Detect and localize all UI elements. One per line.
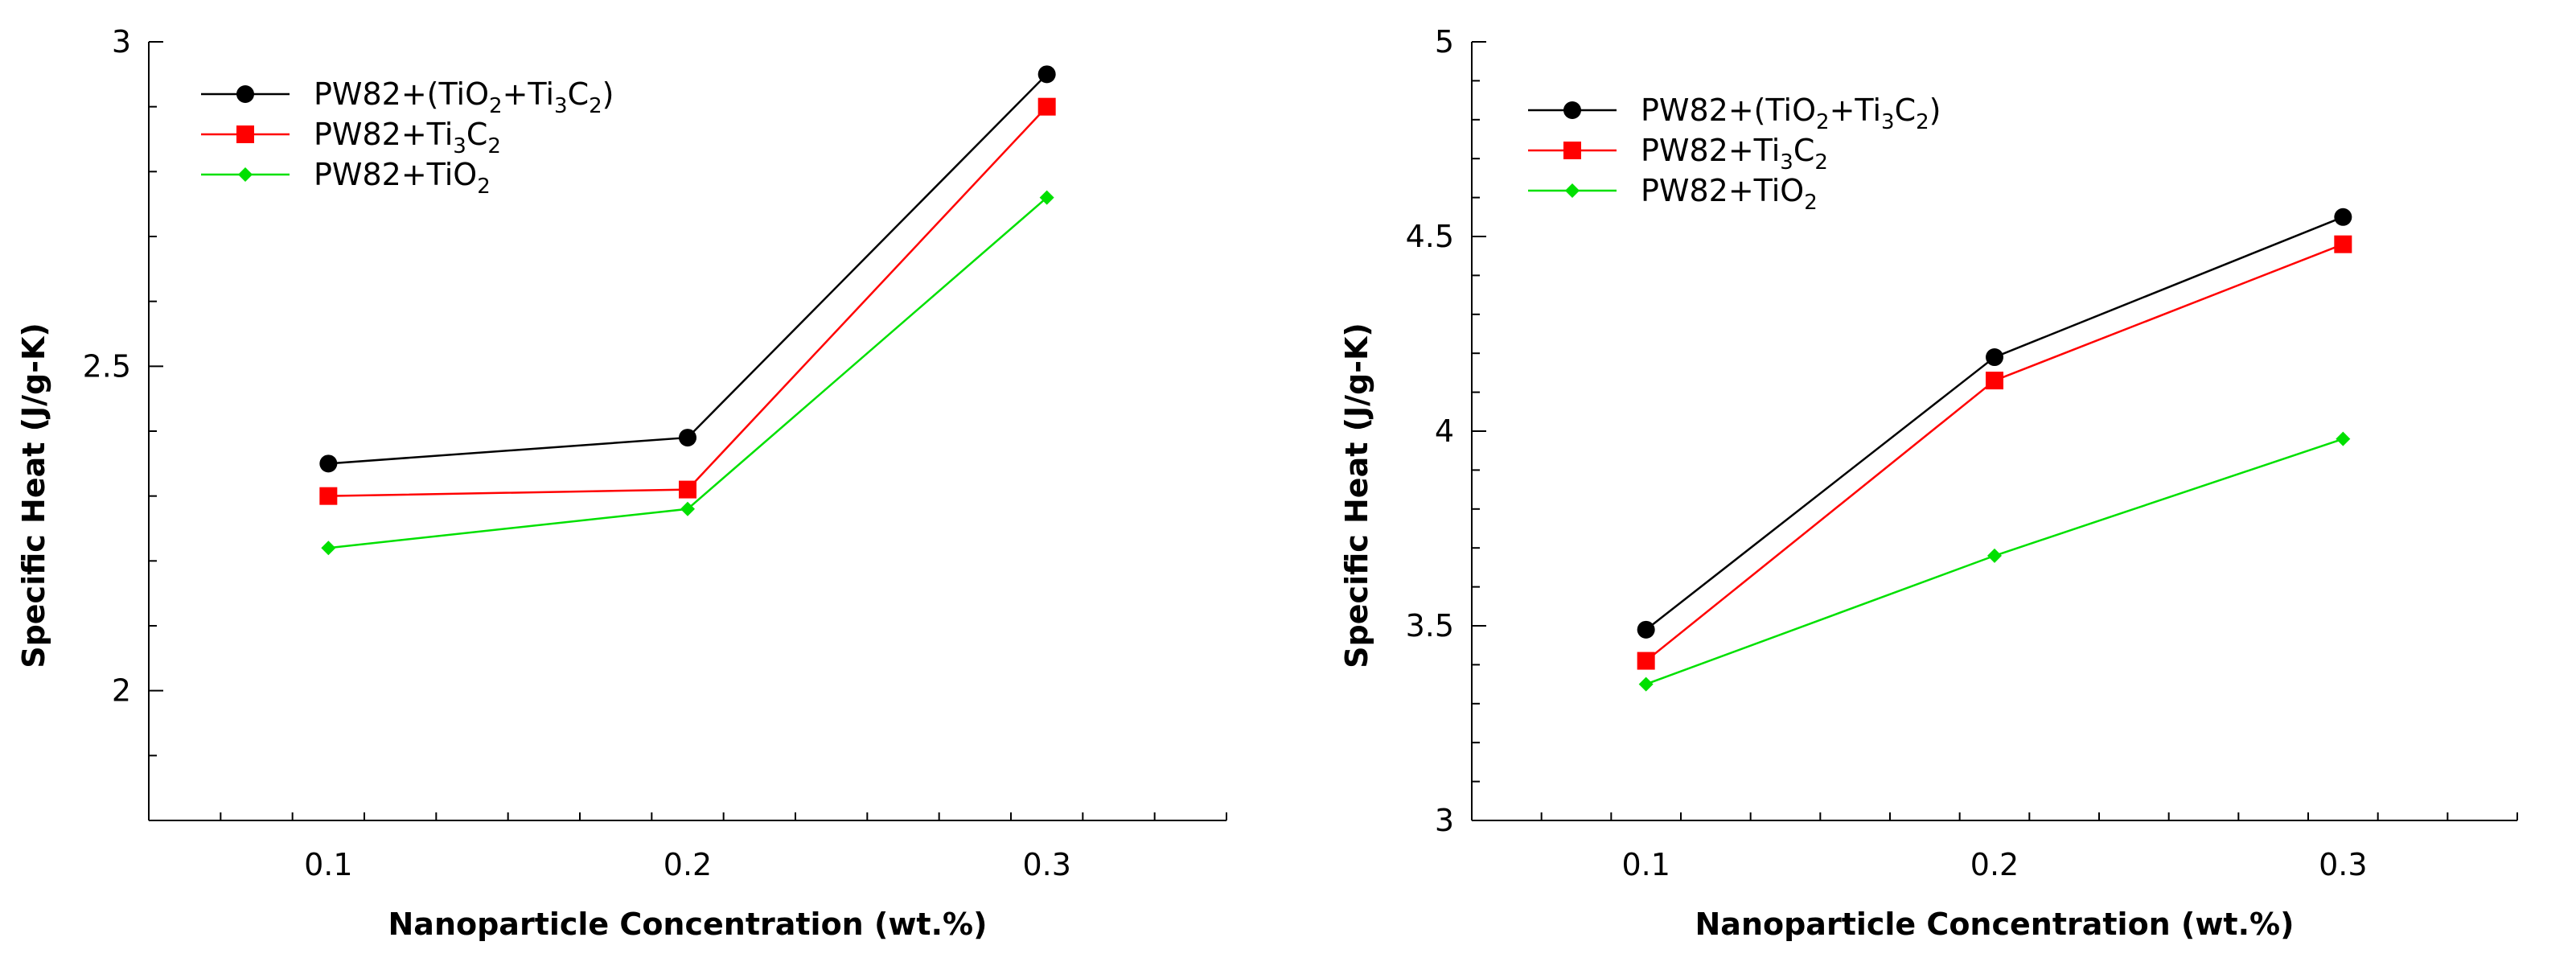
- legend-label-part: +Ti: [503, 76, 554, 112]
- legend-label-part: PW82+TiO: [1641, 173, 1804, 208]
- y-tick-label: 2: [112, 673, 131, 709]
- y-tick-label: 5: [1435, 24, 1454, 60]
- data-point-marker: [319, 487, 338, 505]
- legend-label-part: 2: [1804, 191, 1818, 215]
- series-PW82+TiO2: [1638, 431, 2351, 692]
- legend-label: PW82+(TiO2+Ti3C2): [1641, 93, 1941, 134]
- x-tick-label: 0.1: [304, 847, 352, 882]
- chart-panel-2: 3 3.5 4 4.5 5 0.1 0.2 0.3 Nanoparticle Concentra…: [1339, 24, 2518, 942]
- legend-label-part: 2: [487, 134, 501, 158]
- chart-panel-1: 2 2.5 3 0.1 0.2 0.3 Nanoparticle Concentration…: [16, 24, 1227, 942]
- legend-marker: [236, 125, 254, 143]
- x-axis-title: Nanoparticle Concentration (wt.%): [1695, 907, 2295, 942]
- legend-label-part: 3: [1881, 110, 1895, 134]
- y-tick-label: 2.5: [83, 348, 131, 384]
- legend-label-part: 3: [554, 94, 568, 118]
- legend-label-part: C: [466, 117, 488, 152]
- legend-label-part: 2: [489, 94, 503, 118]
- series-line: [1645, 243, 2344, 662]
- data-point-marker: [1637, 620, 1655, 639]
- legend-label-part: ): [602, 76, 614, 112]
- legend-label-part: 3: [1780, 150, 1793, 175]
- legend-entry: PW82+Ti3C2: [201, 117, 501, 158]
- legend-marker: [236, 85, 254, 103]
- legend-label: PW82+TiO2: [314, 157, 491, 199]
- data-point-marker: [1986, 348, 2003, 367]
- y-tick-label: 4: [1435, 413, 1454, 449]
- data-point-marker: [1037, 97, 1056, 116]
- legend-label-part: 2: [1814, 150, 1828, 175]
- data-point-marker: [1987, 548, 2002, 563]
- y-axis-title: Specific Heat (J/g-K): [16, 323, 51, 668]
- x-tick-label: 0.3: [2319, 847, 2367, 882]
- y-tick-label: 3: [112, 24, 131, 60]
- legend-entry: PW82+(TiO2+Ti3C2): [1528, 93, 1941, 134]
- data-point-marker: [679, 480, 696, 499]
- legend-label-part: PW82+Ti: [1641, 133, 1780, 168]
- legend-label-part: PW82+TiO: [314, 157, 477, 192]
- data-point-marker: [319, 454, 338, 473]
- x-tick-label: 0.3: [1022, 847, 1070, 882]
- legend-label-part: PW82+(TiO: [314, 76, 489, 112]
- series-PW82+Ti3C2: [1637, 235, 2352, 670]
- legend-label: PW82+(TiO2+Ti3C2): [314, 76, 614, 118]
- legend-label-part: 2: [589, 94, 602, 118]
- legend-label-part: 2: [1816, 110, 1830, 134]
- legend-label-part: PW82+Ti: [314, 117, 453, 152]
- data-point-marker: [1037, 65, 1056, 84]
- legend-entry: PW82+TiO2: [201, 157, 491, 199]
- legend-marker: [238, 167, 253, 182]
- data-point-marker: [1986, 372, 2003, 390]
- data-point-marker: [1637, 652, 1655, 670]
- legend-label: PW82+Ti3C2: [1641, 133, 1828, 175]
- data-point-marker: [321, 541, 336, 556]
- data-point-marker: [1039, 190, 1054, 205]
- y-tick-label: 4.5: [1406, 219, 1454, 254]
- legend-label-part: PW82+(TiO: [1641, 93, 1816, 128]
- legend-label-part: C: [1895, 93, 1917, 128]
- x-tick-label: 0.1: [1621, 847, 1670, 882]
- legend-label: PW82+Ti3C2: [314, 117, 501, 158]
- y-tick-label: 3: [1435, 803, 1454, 838]
- data-point-marker: [679, 429, 696, 447]
- legend-label-part: C: [568, 76, 590, 112]
- x-tick-label: 0.2: [1970, 847, 2019, 882]
- legend-label-part: 3: [453, 134, 466, 158]
- legend-marker: [1563, 101, 1581, 119]
- y-axis-title: Specific Heat (J/g-K): [1339, 323, 1374, 668]
- legend-marker: [1563, 142, 1581, 159]
- legend-entry: PW82+TiO2: [1528, 173, 1818, 215]
- series-PW82+(TiO2+Ti3C2): [319, 65, 1056, 473]
- y-tick-label: 3.5: [1406, 608, 1454, 643]
- data-point-marker: [680, 501, 695, 516]
- legend-entry: PW82+Ti3C2: [1528, 133, 1828, 175]
- series-PW82+Ti3C2: [319, 97, 1056, 505]
- legend-label-part: 2: [477, 175, 491, 199]
- legend-marker: [1565, 183, 1580, 198]
- series-PW82+(TiO2+Ti3C2): [1637, 208, 2352, 639]
- legend-label-part: ): [1929, 93, 1941, 128]
- data-point-marker: [2334, 208, 2352, 226]
- data-point-marker: [2334, 235, 2352, 253]
- legend-entry: PW82+(TiO2+Ti3C2): [201, 76, 614, 118]
- data-point-marker: [1638, 676, 1654, 692]
- x-axis-title: Nanoparticle Concentration (wt.%): [388, 907, 988, 942]
- legend-label-part: C: [1793, 133, 1815, 168]
- legend-label: PW82+TiO2: [1641, 173, 1818, 215]
- legend-label-part: 2: [1916, 110, 1929, 134]
- x-tick-label: 0.2: [664, 847, 712, 882]
- series-line: [1645, 216, 2344, 631]
- legend-label-part: +Ti: [1830, 93, 1881, 128]
- data-point-marker: [2336, 431, 2351, 446]
- series-PW82+TiO2: [321, 190, 1054, 556]
